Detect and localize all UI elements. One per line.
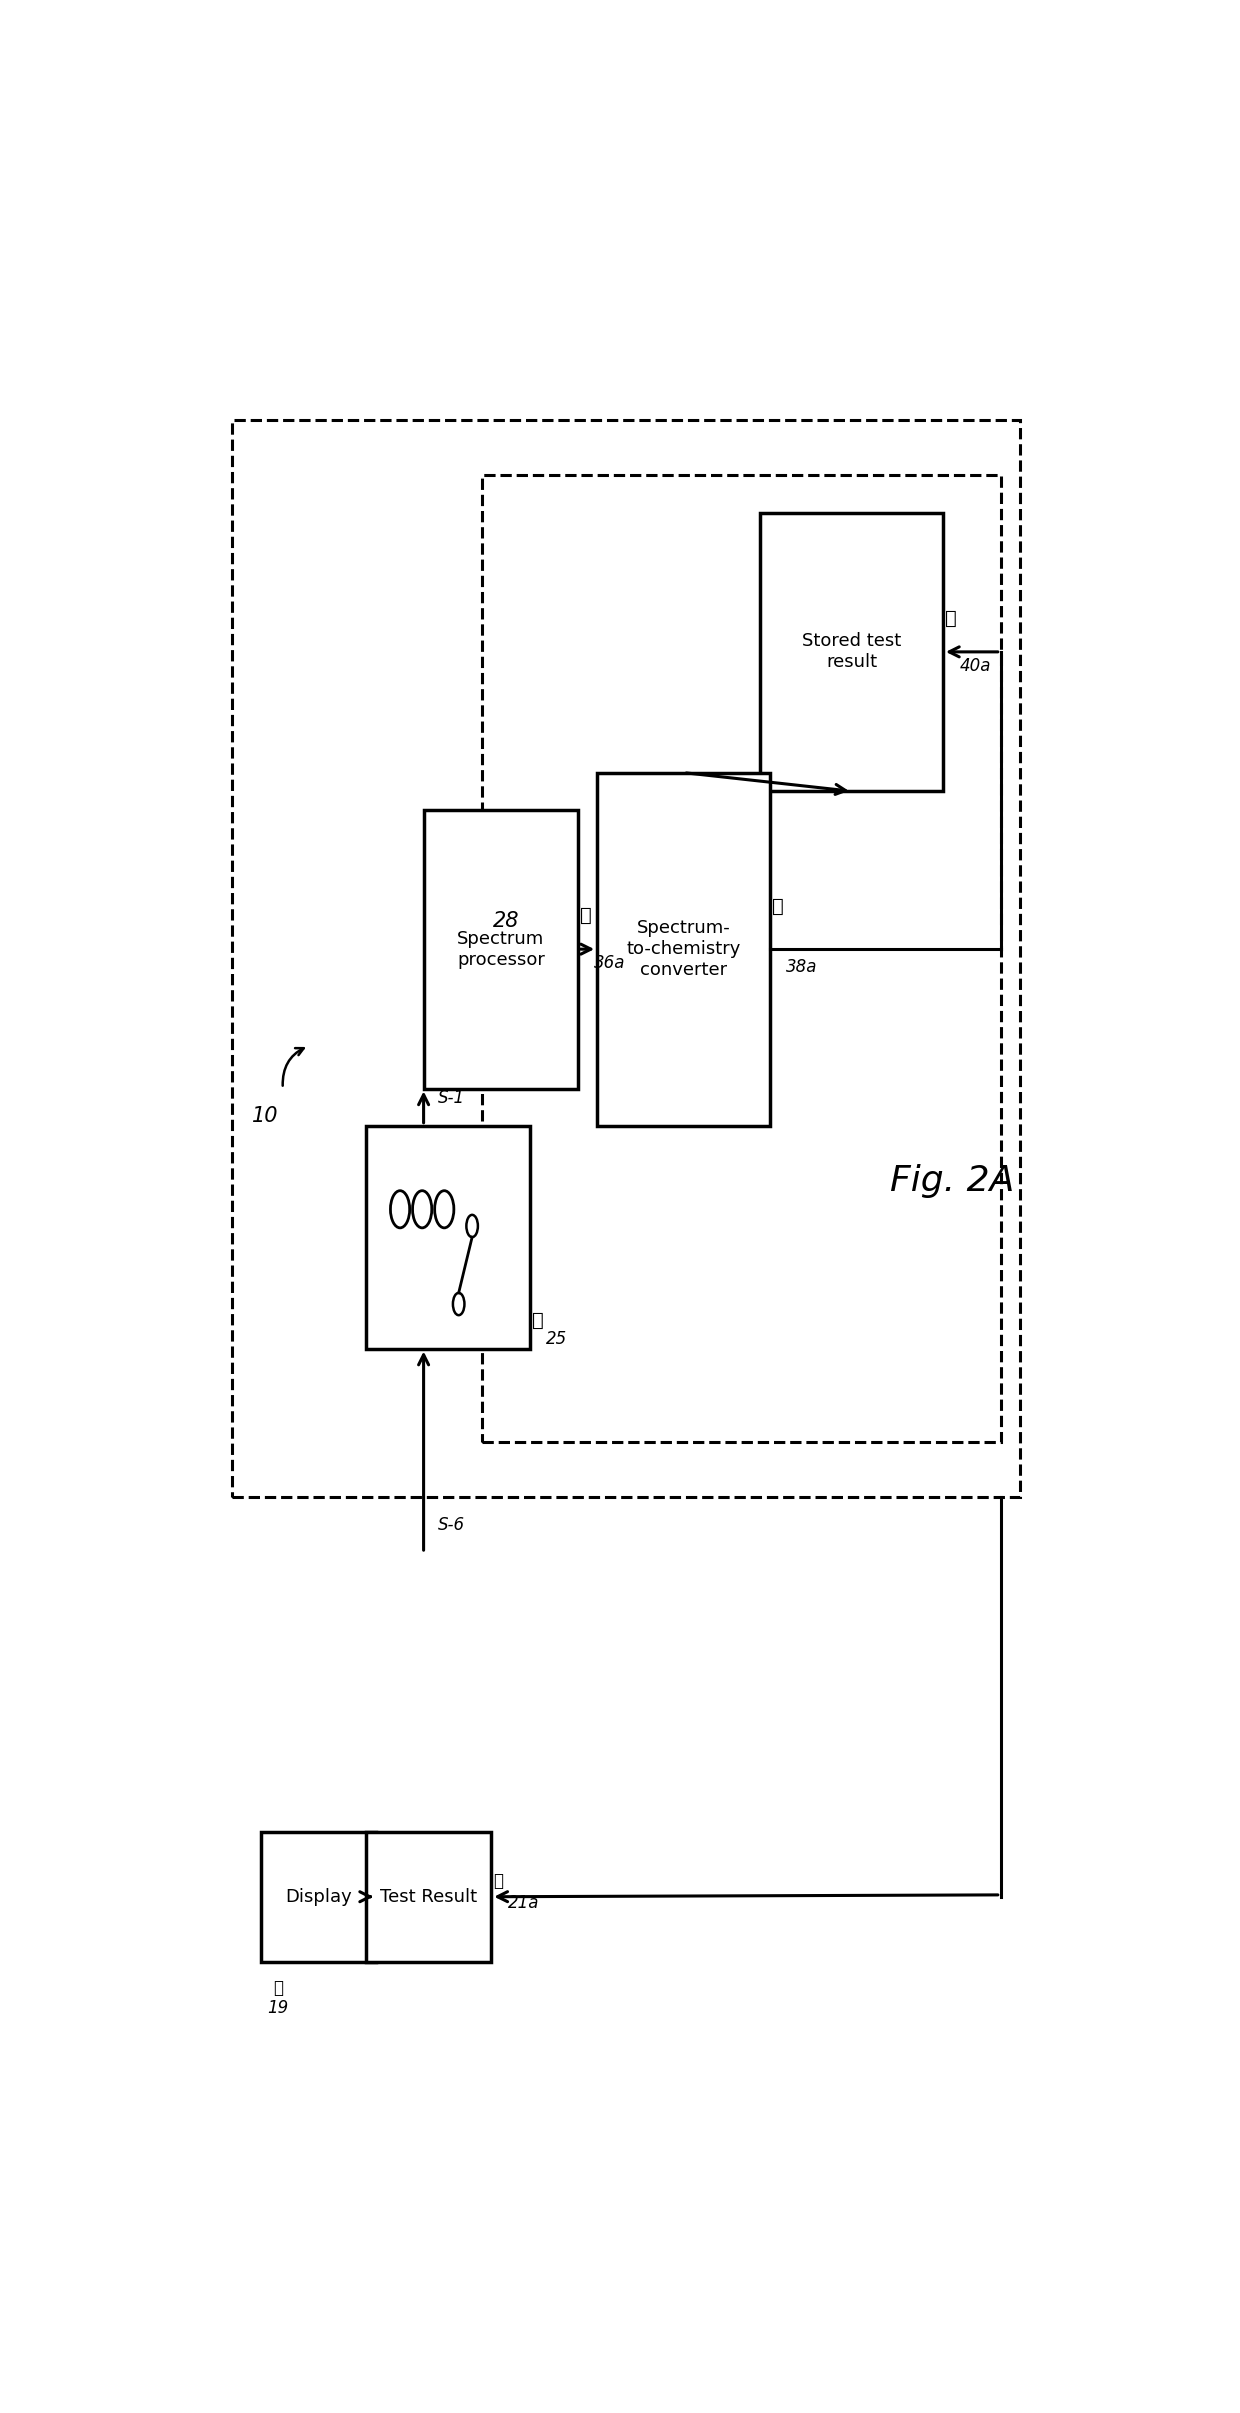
- Text: ⌣: ⌣: [580, 907, 591, 924]
- Bar: [367, 1831, 491, 1962]
- FancyArrowPatch shape: [283, 1047, 304, 1086]
- FancyArrowPatch shape: [523, 854, 544, 890]
- Text: 19: 19: [268, 2000, 289, 2017]
- Text: ⌣: ⌣: [773, 898, 784, 917]
- Text: 21a: 21a: [507, 1894, 539, 1911]
- Bar: [424, 811, 578, 1088]
- Bar: [232, 420, 1019, 1496]
- Text: ⌣: ⌣: [494, 1872, 503, 1889]
- Text: ⌣: ⌣: [945, 608, 957, 627]
- Text: S-1: S-1: [438, 1088, 465, 1108]
- Text: Spectrum
processor: Spectrum processor: [458, 929, 544, 968]
- Text: Display: Display: [285, 1887, 352, 1906]
- Text: ⌣: ⌣: [532, 1310, 543, 1330]
- Text: 10: 10: [252, 1108, 279, 1127]
- Text: Spectrum-
to-chemistry
converter: Spectrum- to-chemistry converter: [626, 919, 740, 980]
- Text: S-6: S-6: [438, 1515, 465, 1535]
- Text: 36a: 36a: [594, 953, 626, 972]
- Text: ⌣: ⌣: [273, 1979, 283, 1998]
- Bar: [367, 1124, 529, 1349]
- Text: Test Result: Test Result: [381, 1887, 477, 1906]
- Text: 40a: 40a: [960, 656, 991, 676]
- Bar: [481, 475, 1001, 1441]
- Bar: [596, 772, 770, 1124]
- Text: Fig. 2A: Fig. 2A: [890, 1165, 1014, 1199]
- Text: 25: 25: [546, 1330, 568, 1349]
- Text: 38a: 38a: [786, 958, 818, 975]
- Text: 28: 28: [492, 912, 520, 931]
- Bar: [260, 1831, 376, 1962]
- Text: Stored test
result: Stored test result: [802, 632, 901, 671]
- Bar: [760, 512, 942, 791]
